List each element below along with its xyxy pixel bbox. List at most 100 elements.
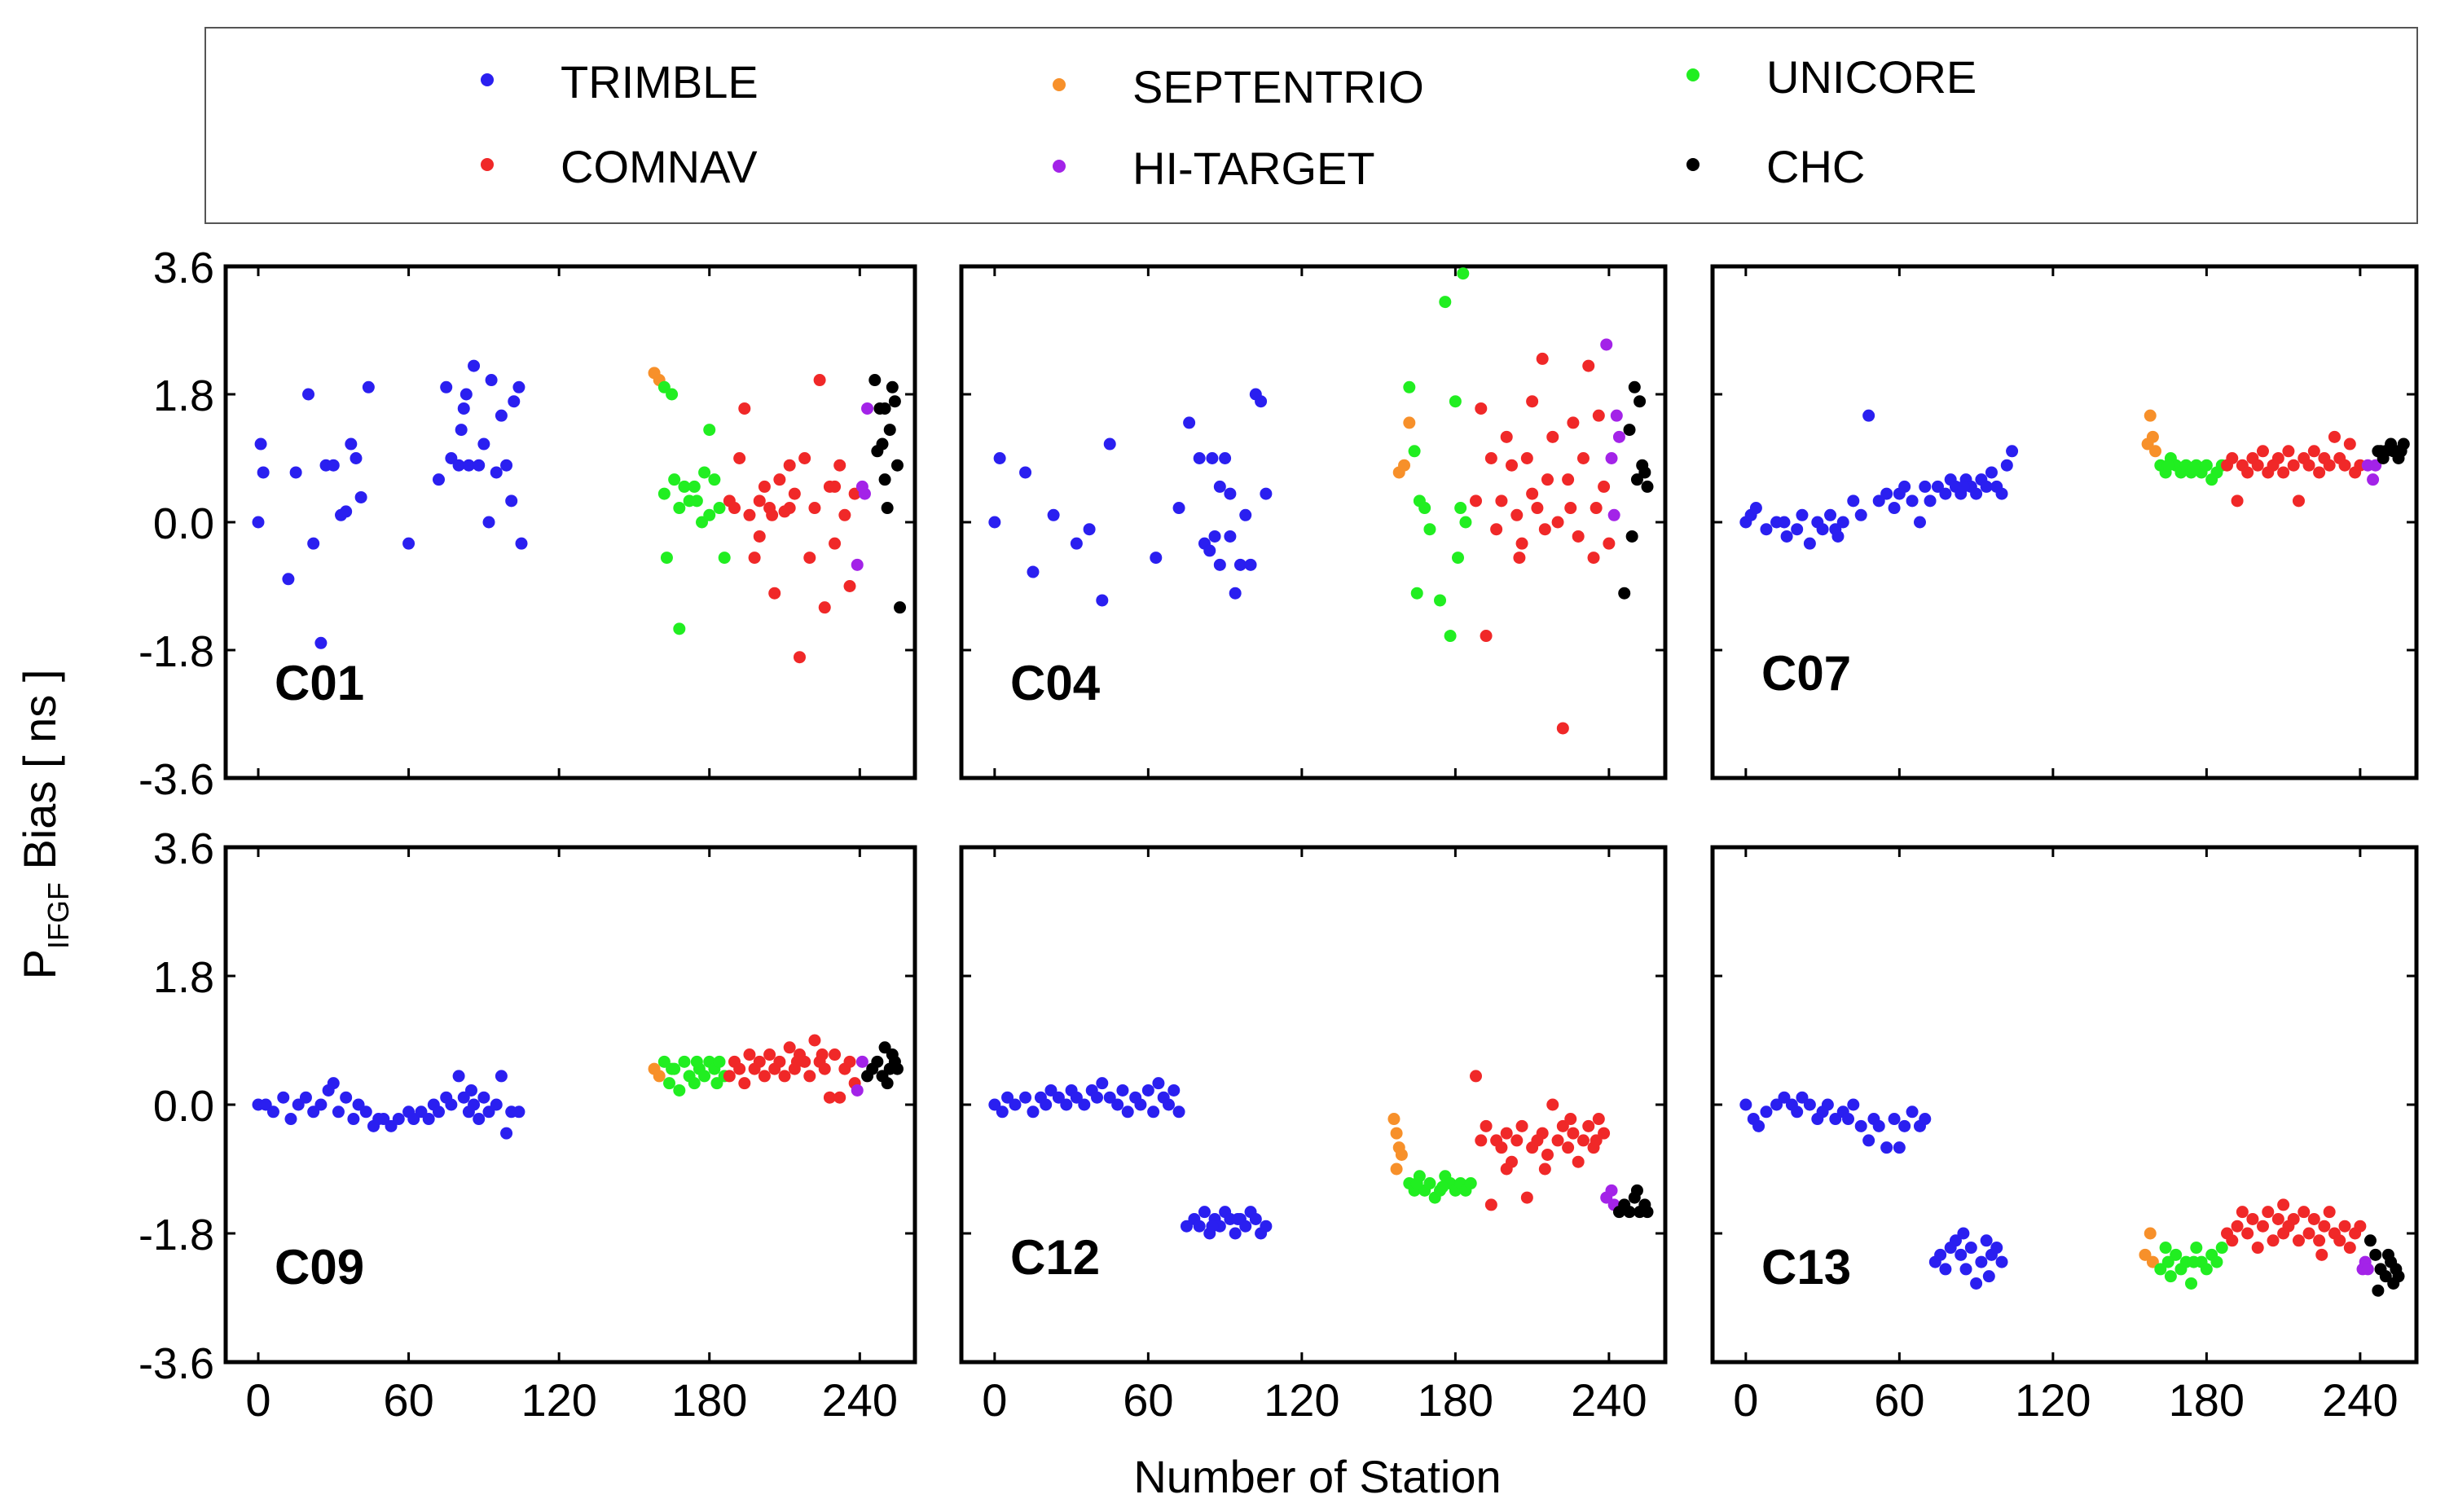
data-point-hi-target [2369, 459, 2382, 472]
panels: 3.6 1.8 0.0 -1.8 -3.6 C01 C04 C07 0 60 120 180 240 3.… [139, 244, 2419, 1426]
data-point-trimble [1083, 523, 1096, 536]
data-point-comnav [753, 494, 766, 508]
data-point-comnav [2333, 1234, 2346, 1247]
data-point-trimble [1893, 487, 1906, 500]
data-point-chc [1618, 587, 1631, 600]
data-point-trimble [1231, 1212, 1244, 1225]
data-point-chc [2392, 1270, 2405, 1283]
data-point-comnav [1590, 502, 1603, 515]
data-point-comnav [838, 508, 851, 521]
data-point-comnav [1515, 1119, 1528, 1132]
data-point-septentrio [1390, 1163, 1403, 1176]
data-point-comnav [733, 452, 746, 464]
data-point-septentrio [653, 1070, 666, 1083]
data-point-unicore [710, 1077, 723, 1090]
data-point-trimble [1239, 1220, 1252, 1233]
series-chc [868, 374, 907, 614]
data-point-trimble [1824, 508, 1837, 521]
x-tick-label: 120 [1264, 1374, 1339, 1426]
data-point-trimble [1208, 530, 1221, 543]
data-point-comnav [1500, 1127, 1513, 1140]
data-point-comnav [1603, 537, 1616, 550]
data-point-chc [1641, 480, 1654, 493]
data-point-comnav [1546, 1098, 1559, 1111]
data-point-trimble [1172, 1105, 1185, 1119]
data-point-trimble [1913, 516, 1926, 529]
data-point-trimble [1980, 480, 1993, 493]
data-point-trimble [1862, 1134, 1875, 1147]
data-point-trimble [432, 1105, 445, 1119]
data-point-trimble [345, 437, 358, 451]
data-point-trimble [505, 494, 518, 508]
data-point-comnav [2246, 1212, 2259, 1225]
data-point-comnav [1538, 523, 1551, 536]
data-point-comnav [766, 508, 779, 521]
data-point-trimble [508, 395, 521, 408]
data-point-comnav [2307, 1212, 2320, 1225]
data-point-trimble [1888, 1113, 1901, 1126]
data-point-trimble [1791, 523, 1804, 536]
data-point-trimble [302, 388, 315, 401]
data-point-comnav [818, 1062, 831, 1075]
data-point-unicore [1434, 594, 1447, 607]
data-point-trimble [452, 459, 465, 472]
x-tick-label: 60 [1874, 1374, 1924, 1426]
y-tick-label: -3.6 [139, 1339, 214, 1388]
legend-entries: TRIMBLE COMNAV SEPTENTRIO HI-TARGET UNICORE C… [481, 51, 1977, 194]
data-point-hi-target [858, 487, 871, 500]
data-point-comnav [773, 1055, 786, 1068]
data-point-septentrio [2144, 409, 2157, 422]
series-unicore [2154, 452, 2228, 486]
data-point-unicore [2185, 1277, 2198, 1290]
data-point-comnav [773, 473, 786, 486]
data-point-unicore [2188, 463, 2201, 476]
data-point-comnav [1500, 1163, 1513, 1176]
data-point-trimble [1803, 1098, 1816, 1111]
data-point-comnav [1536, 1127, 1549, 1140]
data-point-trimble [1193, 1220, 1206, 1233]
data-point-comnav [753, 530, 766, 543]
series-septentrio [1387, 1113, 1408, 1176]
data-point-septentrio [2139, 1248, 2152, 1261]
data-point-comnav [723, 1070, 736, 1083]
series-comnav [723, 1034, 861, 1104]
data-point-comnav [1592, 1113, 1605, 1126]
data-point-trimble [1995, 1255, 2008, 1268]
data-point-comnav [1510, 508, 1524, 521]
data-point-trimble [254, 437, 267, 451]
series-trimble [252, 359, 528, 649]
data-point-comnav [2343, 437, 2356, 451]
data-point-septentrio [1403, 416, 1416, 429]
legend-label-comnav: COMNAV [561, 141, 758, 192]
data-point-chc [886, 380, 899, 393]
data-point-comnav [2328, 430, 2341, 443]
data-point-comnav [783, 459, 796, 472]
data-point-trimble [1816, 523, 1829, 536]
series-septentrio [2139, 1227, 2159, 1268]
legend: TRIMBLE COMNAV SEPTENTRIO HI-TARGET UNICORE C… [204, 27, 2418, 224]
data-point-chc [888, 395, 901, 408]
data-point-comnav [1590, 1134, 1603, 1147]
data-point-unicore [713, 502, 726, 515]
data-point-trimble [473, 459, 486, 472]
data-point-trimble [1152, 1077, 1165, 1090]
data-point-comnav [748, 552, 761, 565]
data-point-chc [2369, 1248, 2382, 1261]
data-point-comnav [743, 1048, 756, 1061]
data-point-trimble [1749, 502, 1762, 515]
data-point-trimble [1906, 1105, 1919, 1119]
data-point-trimble [1213, 558, 1226, 571]
x-tick-label: 0 [1733, 1374, 1758, 1426]
data-point-trimble [1040, 1098, 1053, 1111]
x-tick-label: 0 [982, 1374, 1007, 1426]
data-point-trimble [1854, 1119, 1867, 1132]
data-point-trimble [1796, 508, 1809, 521]
data-point-unicore [2200, 1263, 2213, 1276]
data-point-chc [1630, 473, 1643, 486]
data-point-comnav [783, 1041, 796, 1054]
data-point-comnav [758, 1070, 771, 1083]
data-point-unicore [1423, 523, 1436, 536]
data-point-comnav [1495, 494, 1508, 508]
data-point-unicore [688, 1077, 701, 1090]
data-point-unicore [678, 480, 691, 493]
